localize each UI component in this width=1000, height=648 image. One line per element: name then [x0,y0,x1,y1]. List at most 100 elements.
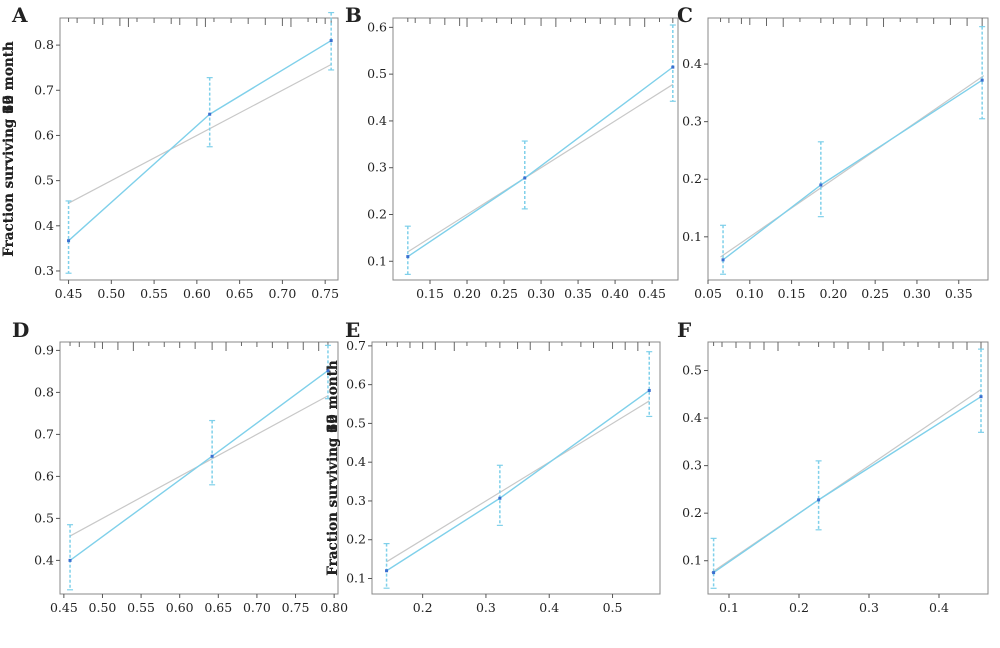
observed-point [647,388,651,392]
x-tick-label: 0.4 [539,600,559,615]
x-tick-label: 0.20 [453,286,481,301]
x-tick-label: 0.55 [140,286,168,301]
y-axis-title: Fraction surviving 36 month [325,360,341,576]
y-axis-title: Fraction surviving 12 month [1,41,17,257]
y-tick-label: 0.9 [34,342,54,357]
y-tick-label: 0.6 [34,468,54,483]
ideal-line [720,75,985,258]
x-tick-label: 0.15 [778,286,806,301]
y-tick-label: 0.2 [367,207,387,222]
x-tick-label: 0.50 [89,600,117,615]
x-tick-label: 0.1 [719,600,739,615]
ideal-line [386,400,650,563]
y-tick-label: 0.4 [34,552,54,567]
y-axis-title: Fraction surviving 36 month [1,41,17,257]
y-tick-label: 0.3 [34,263,54,278]
x-tick-label: 0.30 [527,286,555,301]
x-tick-label: 0.30 [903,286,931,301]
x-tick-label: 0.3 [476,600,496,615]
panel-d: D Fraction surviving 12 month 0.45 0.50 0.55… [12,318,348,615]
y-tick-label: 0.6 [34,127,54,142]
panel-label: D [12,318,29,342]
plot-frame [59,341,339,595]
y-tick-label: 0.5 [34,173,54,188]
y-tick-label: 0.2 [682,171,702,186]
panel-label: E [345,318,360,342]
plot-frame [59,17,339,281]
x-tick-label: 0.5 [603,600,623,615]
y-tick-label: 0.4 [682,56,702,71]
y-tick-label: 0.6 [346,377,366,392]
y-tick-label: 0.4 [682,410,702,425]
y-tick-label: 0.4 [367,113,387,128]
x-tick-label: 0.35 [564,286,592,301]
panel-f: F Fraction surviving 60 month 0.1 0.2 0.3 0.4… [325,318,989,615]
y-tick-label: 0.3 [682,114,702,129]
y-tick-label: 0.1 [682,229,702,244]
observed-point [385,569,389,573]
x-tick-label: 0.65 [204,600,232,615]
x-tick-label: 0.75 [282,600,310,615]
y-tick-label: 0.1 [367,253,387,268]
y-tick-label: 0.5 [682,363,702,378]
y-tick-label: 0.1 [346,570,366,585]
y-tick-label: 0.3 [367,160,387,175]
observed-point [817,498,821,502]
panel-label: B [345,3,362,27]
y-tick-label: 0.8 [34,384,54,399]
y-tick-label: 0.1 [682,553,702,568]
calibration-line [713,396,982,574]
y-tick-label: 0.5 [367,66,387,81]
x-tick-label: 0.25 [861,286,889,301]
observed-point [329,39,333,43]
y-axis-title: Fraction surviving 60 month [325,360,341,576]
observed-point [498,496,502,500]
x-tick-label: 0.80 [320,600,348,615]
x-tick-label: 0.60 [183,286,211,301]
x-tick-label: 0.05 [694,286,722,301]
panel-e: E Fraction surviving 36 month 0.2 0.3 0.4 0.5… [325,318,661,615]
x-tick-label: 0.40 [601,286,629,301]
observed-point [721,258,725,262]
calibration-line [69,369,329,561]
x-tick-label: 0.2 [413,600,433,615]
observed-point [208,112,212,116]
x-tick-label: 0.75 [311,286,339,301]
x-tick-label: 0.50 [97,286,125,301]
panel-label: C [677,3,693,27]
plot-frame [392,17,679,281]
observed-point [406,255,410,259]
observed-point [819,183,823,187]
ideal-line [711,389,982,574]
y-tick-label: 0.6 [367,19,387,34]
y-tick-label: 0.5 [34,510,54,525]
observed-point [68,558,72,562]
y-tick-label: 0.2 [682,505,702,520]
y-tick-label: 0.2 [346,532,366,547]
observed-point [210,454,214,458]
panel-label: F [677,318,691,342]
x-tick-label: 0.4 [929,600,949,615]
y-tick-label: 0.3 [682,458,702,473]
x-tick-label: 0.20 [819,286,847,301]
calibration-line [68,39,332,242]
observed-point [979,395,983,399]
y-tick-label: 0.3 [346,493,366,508]
observed-point [712,571,716,575]
y-tick-label: 0.4 [346,454,366,469]
observed-point [671,65,675,69]
y-axis-title: Fraction surviving 60 month [1,41,17,257]
plot-frame [371,341,661,595]
ideal-line [407,83,674,253]
y-tick-label: 0.4 [34,218,54,233]
x-tick-label: 0.25 [490,286,518,301]
calibration-line [407,66,674,258]
y-tick-label: 0.7 [346,338,366,353]
panel-label: A [11,3,28,27]
panel-c: C Fraction surviving 60 month 0.05 0.10 0.15… [1,3,989,301]
x-tick-label: 0.65 [226,286,254,301]
plot-frame [707,17,989,281]
x-tick-label: 0.3 [859,600,879,615]
y-axis-title: Fraction surviving 12 month [325,360,341,576]
